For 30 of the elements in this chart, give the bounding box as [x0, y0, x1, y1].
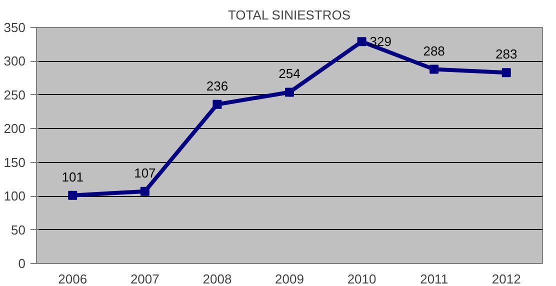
y-tick-label: 300: [4, 54, 26, 69]
point: [430, 64, 439, 74]
data-label: 288: [423, 43, 445, 58]
x-tick-label: 2006: [58, 272, 88, 286]
data-label: 236: [206, 78, 228, 94]
x-tick-label: 2012: [492, 272, 521, 286]
point: [502, 68, 511, 78]
data-label: 107: [134, 165, 156, 180]
x-tick-label: 2009: [275, 272, 304, 286]
x-tick-label: 2011: [420, 272, 448, 286]
y-tick-label: 350: [4, 20, 26, 35]
y-tick-label: 200: [4, 121, 26, 136]
y-tick-label: 50: [11, 222, 26, 238]
data-label: 329: [370, 34, 392, 50]
y-tick-label: 100: [4, 188, 26, 204]
x-tick-label: 2010: [347, 272, 376, 286]
data-label: 101: [62, 169, 84, 184]
point: [285, 88, 294, 97]
point: [68, 190, 78, 200]
point: [140, 186, 150, 196]
data-label: 283: [496, 46, 518, 62]
x-tick-label: 2007: [130, 272, 160, 286]
point: [357, 37, 366, 46]
point: [212, 100, 222, 109]
x-tick-label: 2008: [202, 272, 232, 286]
data-label: 254: [278, 66, 300, 82]
y-tick-label: 250: [4, 87, 26, 102]
y-tick-label: 150: [4, 154, 26, 170]
y-tick-label: 0: [18, 256, 26, 271]
chart-title: TOTAL SINIESTROS: [228, 8, 351, 22]
